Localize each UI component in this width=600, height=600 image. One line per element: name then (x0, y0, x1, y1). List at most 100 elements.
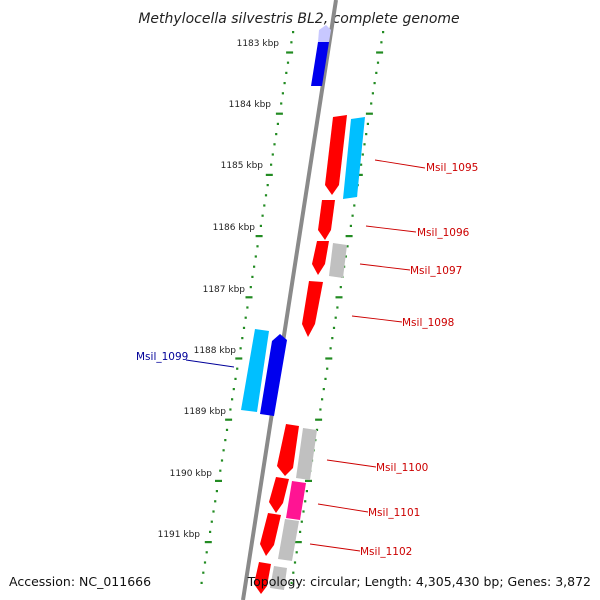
minor-tick (236, 367, 239, 370)
minor-tick (360, 163, 363, 166)
minor-tick (332, 326, 336, 329)
leader-line (359, 263, 411, 271)
label-leaders (185, 159, 426, 552)
minor-tick (256, 245, 259, 248)
gene-feature-msil-1100-partner[interactable] (296, 428, 317, 480)
minor-tick (366, 122, 369, 125)
gene-label-msil-1096[interactable]: Msil_1096 (417, 227, 470, 239)
minor-tick (365, 133, 368, 136)
minor-tick (219, 469, 222, 472)
gene-feature-msil-1099-partner[interactable] (260, 334, 287, 416)
minor-tick (300, 520, 303, 523)
leader-line (309, 543, 361, 552)
scale-label: 1187 kbp (203, 285, 246, 295)
scale-label: 1190 kbp (170, 469, 213, 479)
minor-tick (242, 326, 246, 329)
gene-feature-msil-1095[interactable] (325, 115, 347, 195)
major-tick (255, 235, 263, 238)
scale-labels: 1183 kbp 1184 kbp 1185 kbp 1186 kbp 1187… (158, 39, 280, 540)
gene-label-msil-1097[interactable]: Msil_1097 (410, 265, 462, 277)
genome-backbone (241, 0, 338, 600)
minor-tick (273, 143, 276, 146)
minor-tick (326, 367, 329, 370)
minor-tick (254, 255, 257, 258)
minor-tick (263, 204, 266, 207)
minor-tick (331, 337, 334, 340)
minor-tick (346, 245, 349, 248)
major-tick (315, 418, 323, 421)
major-tick (225, 418, 233, 421)
gene-feature[interactable] (254, 562, 271, 594)
gene-label-msil-1095[interactable]: Msil_1095 (426, 162, 478, 174)
gene-feature-msil-1096[interactable] (318, 200, 335, 240)
minor-tick (275, 133, 278, 136)
minor-tick (334, 316, 337, 319)
minor-tick (363, 143, 366, 146)
minor-tick (292, 31, 295, 34)
topology-text: Topology: circular; Length: 4,305,430 bp… (247, 574, 591, 589)
gene-label-msil-1098[interactable]: Msil_1098 (402, 317, 454, 329)
major-tick (245, 296, 253, 299)
gene-feature-msil-1101-partner[interactable] (286, 481, 306, 520)
minor-tick (264, 194, 268, 197)
gene-feature-msil-1100[interactable] (277, 424, 299, 476)
scale-label: 1191 kbp (158, 530, 201, 540)
scale-label: 1188 kbp (194, 346, 237, 356)
gene-label-msil-1099[interactable]: Msil_1099 (136, 351, 188, 363)
gene-feature-msil-1101[interactable] (269, 477, 289, 513)
minor-tick (280, 102, 283, 105)
minor-tick (349, 224, 352, 227)
minor-tick (270, 163, 273, 166)
minor-tick (241, 337, 244, 340)
major-tick (345, 235, 353, 238)
minor-tick (231, 398, 234, 401)
leader-line (317, 503, 369, 513)
scale-label: 1189 kbp (184, 407, 227, 417)
scale-label: 1185 kbp (221, 161, 264, 171)
scale-label: 1186 kbp (213, 223, 256, 233)
gene-feature-msil-1102[interactable] (260, 513, 281, 556)
minor-tick (339, 286, 342, 289)
major-tick (325, 357, 333, 360)
gene-feature[interactable] (270, 566, 287, 590)
minor-tick (222, 449, 225, 452)
major-tick (204, 541, 212, 544)
minor-tick (376, 61, 380, 64)
major-tick (294, 541, 302, 544)
leader-line (365, 225, 417, 233)
gene-feature-msil-1097-partner[interactable] (329, 243, 347, 278)
minor-tick (290, 581, 293, 584)
gene-feature[interactable] (311, 42, 329, 86)
gene-label-msil-1100[interactable]: Msil_1100 (376, 462, 428, 474)
minor-tick (220, 459, 224, 462)
leader-line (326, 459, 377, 468)
leader-line (351, 315, 403, 323)
gene-feature-msil-1102-partner[interactable] (278, 519, 299, 561)
minor-tick (344, 255, 347, 258)
gene-feature-msil-1095-partner[interactable] (343, 117, 365, 199)
major-tick (365, 112, 373, 115)
gene-feature-msil-1098[interactable] (302, 281, 323, 337)
gene-feature-msil-1099[interactable] (241, 329, 269, 412)
gene-label-msil-1101[interactable]: Msil_1101 (368, 507, 420, 519)
major-tick (265, 173, 273, 176)
minor-tick (286, 61, 290, 64)
major-tick (355, 173, 363, 176)
minor-tick (321, 398, 324, 401)
minor-tick (266, 184, 269, 187)
minor-tick (200, 581, 203, 584)
minor-tick (203, 561, 207, 564)
major-tick (305, 479, 312, 482)
minor-tick (315, 428, 319, 431)
minor-tick (251, 275, 254, 278)
gene-feature-msil-1097[interactable] (312, 241, 329, 275)
minor-tick (322, 388, 325, 391)
minor-tick (353, 204, 356, 207)
minor-tick (304, 500, 307, 503)
minor-tick (249, 286, 252, 289)
gene-arrowhead[interactable] (318, 25, 331, 42)
scale-label: 1183 kbp (237, 39, 280, 49)
gene-label-msil-1102[interactable]: Msil_1102 (360, 546, 412, 558)
